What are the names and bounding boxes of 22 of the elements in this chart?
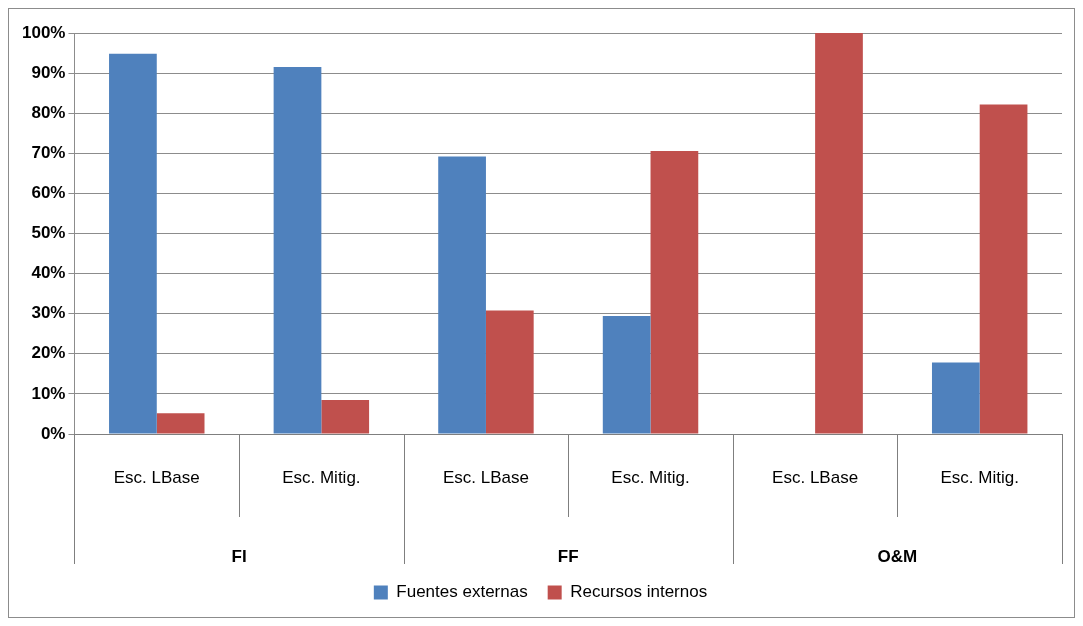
y-tick-label: 10% <box>31 383 66 403</box>
y-tick-label: 0% <box>40 423 66 443</box>
legend-label: Fuentes externas <box>396 582 528 602</box>
text: FF <box>557 546 579 566</box>
text: FI <box>231 546 247 566</box>
x-tick-label: Esc. Mitig. <box>611 467 690 487</box>
y-tick-label: 60% <box>31 183 66 203</box>
y-tick-label: 80% <box>31 102 66 122</box>
x-tick-label: Esc. LBase <box>772 467 859 487</box>
y-tick-label: 40% <box>31 263 66 283</box>
x-tick-label: Esc. Mitig. <box>282 467 361 487</box>
x-tick-label: Esc. LBase <box>113 467 200 487</box>
y-tick-label: 70% <box>31 142 66 162</box>
y-tick-label: 30% <box>31 303 66 323</box>
legend-label: Recursos internos <box>570 582 708 602</box>
x-tick-label: Esc. LBase <box>442 467 529 487</box>
x-tick-label: Esc. Mitig. <box>940 467 1019 487</box>
y-tick-label: 20% <box>31 343 66 363</box>
y-tick-label: 90% <box>31 62 66 82</box>
y-tick-label: 100% <box>22 22 66 42</box>
text: O&M <box>877 546 918 566</box>
y-tick-label: 50% <box>31 223 66 243</box>
